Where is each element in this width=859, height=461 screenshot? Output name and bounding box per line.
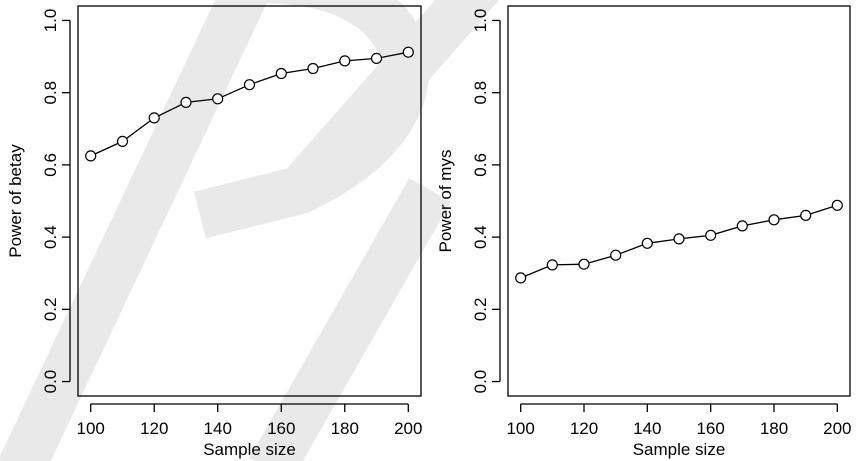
data-point bbox=[546, 259, 558, 271]
y-tick-label: 0.0 bbox=[41, 370, 60, 394]
plot-frame bbox=[77, 5, 422, 397]
data-point bbox=[180, 96, 192, 109]
data-point bbox=[768, 214, 780, 226]
y-tick-label: 0.2 bbox=[471, 298, 490, 322]
x-tick-label: 180 bbox=[760, 419, 788, 438]
data-point bbox=[673, 233, 685, 245]
y-tick-label: 0.2 bbox=[41, 298, 60, 322]
data-point bbox=[578, 258, 590, 270]
x-tick-label: 100 bbox=[77, 419, 105, 438]
y-axis-label: Power of betay bbox=[6, 144, 25, 258]
x-axis-label: Sample size bbox=[203, 440, 296, 459]
y-tick-label: 1.0 bbox=[471, 9, 490, 33]
x-tick-label: 120 bbox=[140, 419, 168, 438]
x-axis-label: Sample size bbox=[633, 440, 726, 459]
y-tick-label: 0.0 bbox=[471, 370, 490, 394]
y-tick-label: 0.4 bbox=[471, 225, 490, 249]
data-point bbox=[307, 62, 319, 75]
x-tick-label: 100 bbox=[506, 419, 534, 438]
watermark bbox=[0, 0, 500, 461]
x-tick-label: 140 bbox=[204, 419, 232, 438]
data-point bbox=[402, 46, 414, 58]
data-point bbox=[339, 55, 351, 67]
data-point bbox=[800, 209, 812, 221]
data-point bbox=[736, 220, 748, 232]
y-tick-label: 0.6 bbox=[41, 153, 60, 177]
data-point bbox=[275, 67, 287, 80]
data-point bbox=[515, 272, 527, 284]
chart-panel-1: 100 120 140 160 180 200 0.0 0.2 0.4 0.6 0.8 1.0 Samp… bbox=[6, 5, 422, 459]
data-point bbox=[243, 79, 256, 91]
x-tick-label: 160 bbox=[696, 419, 724, 438]
data-point bbox=[85, 150, 97, 162]
plots: 100 120 140 160 180 200 0.0 0.2 0.4 0.6 0.8 1.0 Samp… bbox=[6, 5, 852, 459]
data-point bbox=[705, 229, 717, 241]
y-tick-label: 0.6 bbox=[471, 153, 490, 177]
y-axis-label: Power of mys bbox=[436, 150, 455, 253]
y-tick-label: 1.0 bbox=[41, 9, 60, 33]
x-tick-label: 200 bbox=[823, 419, 851, 438]
data-point bbox=[641, 237, 653, 249]
data-point bbox=[610, 249, 622, 261]
y-tick-label: 0.4 bbox=[41, 225, 60, 249]
x-tick-label: 160 bbox=[267, 419, 295, 438]
chart-panel-2: 100 120 140 160 180 200 0.0 0.2 0.4 0.6 0.8 1.0 Samp… bbox=[436, 5, 852, 459]
y-tick-label: 0.8 bbox=[41, 81, 60, 105]
data-point bbox=[148, 112, 160, 124]
y-tick-label: 0.8 bbox=[471, 81, 490, 105]
data-point bbox=[116, 135, 129, 147]
x-tick-label: 120 bbox=[570, 419, 598, 438]
plot-frame bbox=[507, 5, 851, 397]
data-point bbox=[831, 199, 843, 211]
x-tick-label: 200 bbox=[394, 419, 422, 438]
x-tick-label: 140 bbox=[633, 419, 661, 438]
data-point bbox=[370, 52, 383, 65]
x-tick-label: 180 bbox=[331, 419, 359, 438]
data-point bbox=[212, 93, 224, 105]
